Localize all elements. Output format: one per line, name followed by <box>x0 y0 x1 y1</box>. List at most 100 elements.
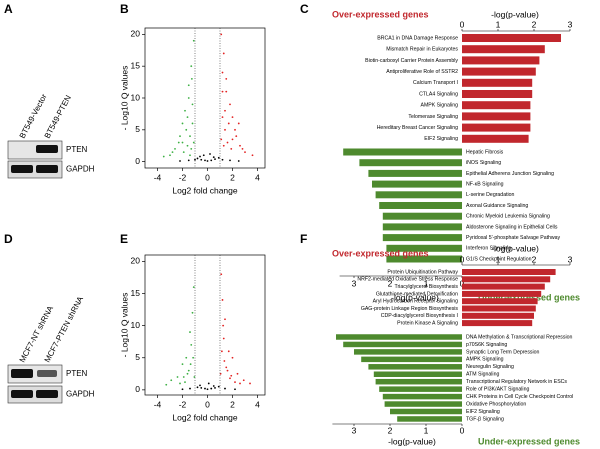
bar-label: BRCA1 in DNA Damage Response <box>377 35 458 41</box>
point <box>236 372 239 375</box>
point <box>229 103 231 106</box>
x-tick-label: 2 <box>388 425 393 435</box>
band <box>36 390 58 398</box>
point <box>185 356 188 359</box>
bar <box>354 349 462 355</box>
bar-label: Interferon Signaling <box>466 246 511 252</box>
bar <box>462 312 534 319</box>
point <box>221 90 224 93</box>
y-tick-label: 10 <box>131 92 141 102</box>
point <box>191 311 194 314</box>
point <box>241 148 244 150</box>
point <box>239 144 241 147</box>
axis-label: -log(p-value) <box>491 9 539 19</box>
y-tick-label: 10 <box>131 320 141 330</box>
band <box>11 390 33 398</box>
x-tick-label: 2 <box>230 399 235 409</box>
point <box>194 158 196 161</box>
bar-label: Epithelial Adherens Junction Signaling <box>466 171 554 177</box>
x-tick-label: 2 <box>230 172 235 182</box>
point <box>210 387 213 390</box>
bar <box>390 408 462 415</box>
bar-label: GAG-protein Linkage Region Biosynthesis <box>361 306 459 312</box>
point <box>192 286 195 289</box>
x-tick-label: 0 <box>460 278 465 288</box>
bar-label: EIF2 Signaling <box>424 136 458 142</box>
point <box>249 382 251 385</box>
blot <box>7 364 63 404</box>
bar <box>462 276 551 283</box>
point <box>223 360 226 362</box>
bar-label: EIF2 Signaling <box>466 409 500 415</box>
bar <box>462 290 542 297</box>
bar <box>462 112 531 121</box>
y-axis-label: - Log10 Q values <box>119 66 129 131</box>
panel-letter: C <box>300 2 309 16</box>
point <box>222 144 225 147</box>
x-tick-label: 2 <box>532 19 537 29</box>
bar <box>336 334 462 340</box>
point <box>192 356 195 359</box>
bar-label: Biotin-carboxyl Carrier Protein Assembly <box>365 58 458 64</box>
bar <box>379 386 462 392</box>
point <box>176 376 179 378</box>
point <box>191 122 194 125</box>
point <box>214 158 216 160</box>
point <box>190 78 193 80</box>
point <box>204 159 206 162</box>
point <box>237 122 240 125</box>
bar-label: iNOS Signaling <box>466 160 501 166</box>
x-tick-label: 0 <box>460 19 465 29</box>
bar <box>462 320 533 327</box>
bar <box>343 148 462 156</box>
bar <box>462 67 536 76</box>
point <box>222 337 225 340</box>
point <box>231 356 234 359</box>
x-tick-label: 4 <box>255 172 260 182</box>
lane-label: BT549-PTEN <box>43 94 73 140</box>
bar <box>343 341 462 348</box>
bar-label: CTLA4 Signaling <box>419 91 458 97</box>
point <box>186 372 189 375</box>
y-axis-label: - Log10 Q values <box>119 293 129 358</box>
bar-label: Aryl Hydrocarbon Receptor Signaling <box>373 299 458 305</box>
point <box>220 33 223 36</box>
point <box>200 387 203 389</box>
point <box>181 388 184 391</box>
point <box>192 39 195 42</box>
point <box>177 141 180 144</box>
row-label: GAPDH <box>66 390 95 399</box>
bar-label: Protein Kinase A Signaling <box>397 320 458 326</box>
point <box>251 154 254 157</box>
bar-label: AMPK Signaling <box>466 357 504 363</box>
bar-label: Role of PI3K/AKT Signaling <box>466 387 529 393</box>
point <box>206 160 209 162</box>
bar <box>462 34 561 42</box>
bar <box>368 364 462 370</box>
bar-label: Oxidative Phosphorylation <box>466 401 526 407</box>
point <box>187 97 190 99</box>
point <box>221 116 224 118</box>
point <box>221 71 224 74</box>
x-tick-label: -4 <box>154 399 162 409</box>
x-tick-label: -2 <box>179 399 187 409</box>
point <box>174 148 176 150</box>
point <box>169 154 171 157</box>
bar <box>462 78 533 87</box>
point <box>235 135 238 138</box>
bar <box>384 401 462 407</box>
blot <box>7 140 63 179</box>
point <box>186 116 189 118</box>
point <box>162 155 165 158</box>
point <box>206 388 209 391</box>
bar-label: Antiproliferative Role of SSTR2 <box>386 69 458 75</box>
x-tick-label: 1 <box>424 425 429 435</box>
y-tick-label: 20 <box>131 29 141 39</box>
bar-label: AMPK Signaling <box>421 103 459 109</box>
x-tick-label: 3 <box>352 425 357 435</box>
point <box>230 374 233 377</box>
point <box>229 377 231 380</box>
point <box>230 148 233 150</box>
bar-label: Protein Ubiquitination Pathway <box>387 269 458 275</box>
bar <box>382 393 462 400</box>
